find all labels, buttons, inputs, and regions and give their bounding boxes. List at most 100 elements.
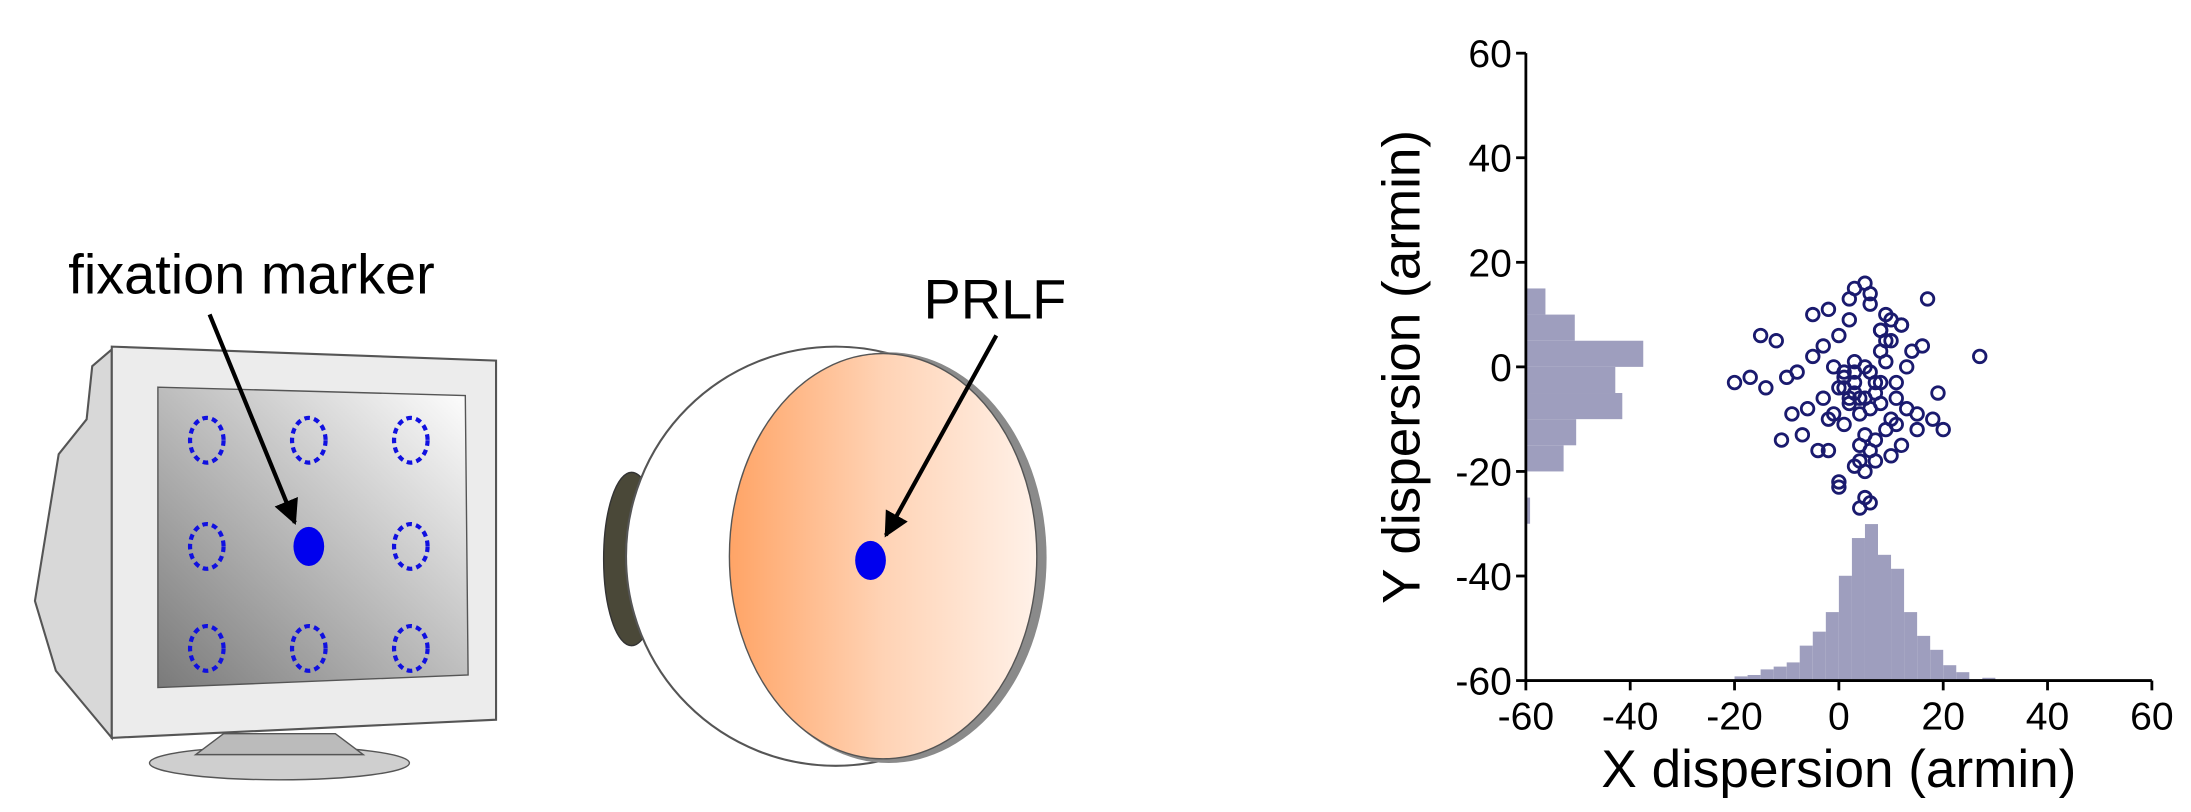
- y-histogram-bar: [1525, 288, 1546, 315]
- scatter-point: [1784, 406, 1800, 422]
- x-histogram-bar: [1956, 672, 1970, 681]
- scatter-point: [1831, 479, 1847, 495]
- scatter-point: [1893, 437, 1910, 453]
- x-histogram-bar: [1864, 524, 1878, 681]
- scatter-point: [1872, 374, 1889, 391]
- scatter-point: [1820, 442, 1837, 459]
- scatter-point: [1930, 385, 1946, 401]
- scatter-point: [1857, 275, 1873, 291]
- y-axis-label: Y dispersion (armin): [1373, 130, 1432, 604]
- scatter-point: [1841, 291, 1857, 307]
- scatter-point: [1726, 374, 1743, 391]
- scatter-point: [1779, 369, 1795, 386]
- scatter-point: [1883, 411, 1899, 427]
- y-histogram-bar: [1525, 314, 1575, 341]
- scatter-point: [1846, 458, 1863, 474]
- x-histogram-bar: [1734, 676, 1748, 681]
- scatter-point: [1867, 453, 1884, 469]
- x-histogram-bar: [1891, 568, 1905, 681]
- scatter-point: [1836, 380, 1852, 396]
- monitor-label: fixation marker: [68, 243, 434, 306]
- x-tick-label: -20: [1706, 695, 1763, 738]
- scatter-point: [1831, 474, 1847, 490]
- scatter-point: [1899, 359, 1915, 375]
- x-histogram-bar: [1799, 645, 1813, 681]
- scatter-point: [1888, 374, 1904, 391]
- y-histogram-bar: [1525, 497, 1531, 524]
- scatter-point: [1841, 312, 1857, 328]
- x-histogram-bar: [1943, 665, 1957, 681]
- scatter-point: [1883, 333, 1899, 349]
- x-histogram-bar: [1825, 612, 1839, 681]
- y-histogram-bar: [1525, 366, 1616, 394]
- scatter-point: [1846, 364, 1863, 380]
- scatter-point: [1857, 390, 1873, 406]
- x-histogram-bar: [1812, 631, 1826, 681]
- scatter-point: [1815, 390, 1831, 406]
- y-tick-label: 0: [1490, 347, 1512, 390]
- x-histogram-bar: [1747, 674, 1761, 681]
- y-tick-label: -20: [1455, 451, 1512, 494]
- scatter-point: [1852, 390, 1868, 406]
- x-histogram-bar: [1773, 666, 1787, 681]
- y-tick-label: 60: [1468, 33, 1512, 76]
- eye-label: PRLF: [923, 268, 1066, 331]
- scatter-point: [1742, 369, 1758, 386]
- scatter-point: [1972, 348, 1988, 365]
- scatter-point: [1857, 427, 1873, 443]
- scatter-point: [1914, 338, 1931, 354]
- y-tick-label: -60: [1455, 661, 1512, 704]
- scatter-point: [1815, 338, 1831, 354]
- scatter-point: [1758, 380, 1774, 396]
- scatter-point: [1862, 296, 1878, 312]
- scatter-point: [1799, 401, 1816, 417]
- x-tick-label: 40: [2026, 695, 2070, 738]
- scatter-point: [1836, 416, 1852, 433]
- scatter-point: [1773, 432, 1790, 448]
- x-histogram-bar: [1917, 635, 1931, 681]
- scatter-point: [1820, 301, 1837, 318]
- scatter-point: [1878, 353, 1894, 370]
- x-histogram-bar: [1930, 649, 1944, 681]
- x-histogram-bar: [1878, 554, 1892, 681]
- scatter-point: [1935, 421, 1951, 438]
- scatter-point: [1768, 333, 1784, 349]
- eye: PRLF: [602, 268, 1066, 767]
- scatter-point: [1752, 327, 1769, 344]
- scatter-point: [1862, 364, 1878, 380]
- scatter-point: [1893, 317, 1910, 333]
- scatter-point: [1831, 380, 1847, 396]
- scatter-point: [1883, 448, 1899, 464]
- x-histogram-bar: [1760, 669, 1774, 681]
- scatter-point: [1846, 353, 1863, 370]
- scatter-point: [1852, 500, 1868, 516]
- scatter-chart: -60 -40 -20 0 20 40 60 -60 -40 -20 0 20 40 60 X disper…: [1373, 33, 2174, 799]
- scatter-point: [1825, 359, 1842, 375]
- monitor: fixation marker: [33, 243, 498, 781]
- x-tick-label: -60: [1498, 695, 1555, 738]
- x-histogram-bar: [1838, 575, 1852, 681]
- scatter-point: [1805, 306, 1821, 323]
- y-tick-label: 20: [1468, 242, 1512, 285]
- scatter-point: [1805, 348, 1821, 365]
- scatter-point: [1831, 327, 1847, 344]
- y-histogram-bar: [1525, 419, 1577, 446]
- scatter-point: [1888, 390, 1904, 406]
- y-histogram-bar: [1525, 393, 1623, 420]
- scatter-point: [1919, 291, 1936, 307]
- x-histogram-bar: [1786, 662, 1800, 681]
- scatter-point: [1872, 322, 1889, 338]
- scatter-point: [1794, 427, 1811, 443]
- y-histogram-bar: [1525, 340, 1644, 367]
- x-tick-label: 0: [1828, 695, 1850, 738]
- x-tick-label: 60: [2130, 695, 2174, 738]
- x-histogram-bar: [1904, 612, 1918, 681]
- scatter-point: [1810, 442, 1826, 459]
- x-tick-label: -40: [1602, 695, 1659, 738]
- y-tick-label: 40: [1468, 138, 1512, 181]
- x-tick-label: 20: [1921, 695, 1965, 738]
- x-axis-label: X dispersion (armin): [1601, 740, 2076, 799]
- scatter-point: [1909, 406, 1925, 422]
- y-tick-label: -40: [1455, 556, 1512, 599]
